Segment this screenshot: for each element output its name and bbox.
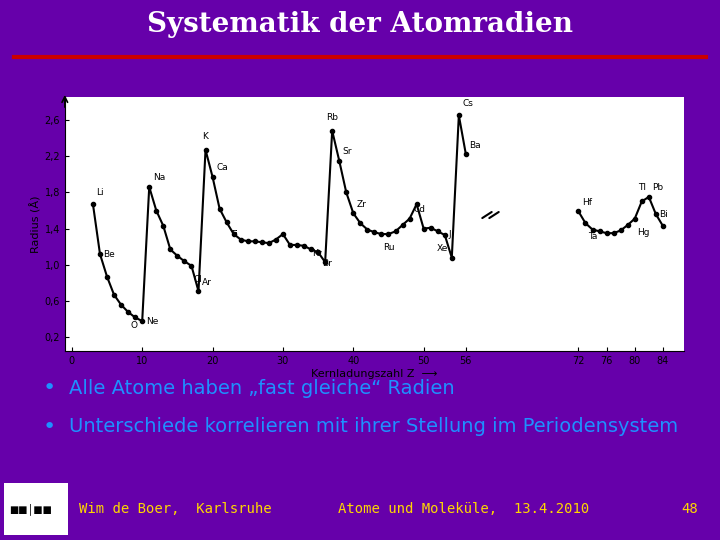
Text: Rb: Rb	[326, 113, 338, 122]
Text: Ne: Ne	[145, 316, 158, 326]
Text: Systematik der Atomradien: Systematik der Atomradien	[147, 11, 573, 38]
Text: Cs: Cs	[462, 99, 473, 108]
X-axis label: Kernladungszahl Z  ⟶: Kernladungszahl Z ⟶	[311, 369, 438, 379]
Text: Ti: Ti	[230, 230, 238, 239]
Text: Ta: Ta	[588, 232, 597, 241]
Text: Zr: Zr	[357, 200, 366, 208]
Text: Li: Li	[96, 188, 104, 197]
Text: 48: 48	[682, 502, 698, 516]
Text: Cl: Cl	[194, 275, 202, 284]
Text: Alle Atome haben „fast gleiche“ Radien: Alle Atome haben „fast gleiche“ Radien	[69, 379, 454, 397]
Text: Ru: Ru	[384, 243, 395, 252]
Text: Sr: Sr	[343, 147, 352, 156]
Y-axis label: Radius (Å): Radius (Å)	[30, 195, 42, 253]
Text: Hf: Hf	[582, 198, 592, 207]
Text: Unterschiede korrelieren mit ihrer Stellung im Periodensystem: Unterschiede korrelieren mit ihrer Stell…	[69, 417, 678, 436]
Text: J: J	[449, 231, 451, 239]
Text: Wim de Boer,  Karlsruhe: Wim de Boer, Karlsruhe	[79, 502, 272, 516]
Text: Be: Be	[104, 249, 115, 259]
Text: K: K	[202, 132, 209, 141]
Text: Br: Br	[322, 259, 331, 268]
Text: Bi: Bi	[660, 210, 668, 219]
Text: Cd: Cd	[413, 205, 425, 214]
Text: •: •	[42, 417, 55, 437]
Text: Na: Na	[153, 173, 165, 183]
Text: Kr: Kr	[312, 248, 322, 258]
Text: Ca: Ca	[216, 164, 228, 172]
Text: Tl: Tl	[638, 184, 646, 192]
Text: Ba: Ba	[469, 141, 481, 150]
Text: Xe: Xe	[437, 244, 449, 253]
Text: O: O	[130, 321, 138, 330]
Text: Ar: Ar	[202, 278, 212, 287]
Text: Pb: Pb	[652, 184, 663, 192]
Bar	[4, 483, 68, 535]
Text: Atome und Moleküle,  13.4.2010: Atome und Moleküle, 13.4.2010	[338, 502, 590, 516]
Text: ■■│■■: ■■│■■	[9, 503, 53, 515]
Text: •: •	[42, 378, 55, 398]
Text: Hg: Hg	[637, 228, 649, 237]
